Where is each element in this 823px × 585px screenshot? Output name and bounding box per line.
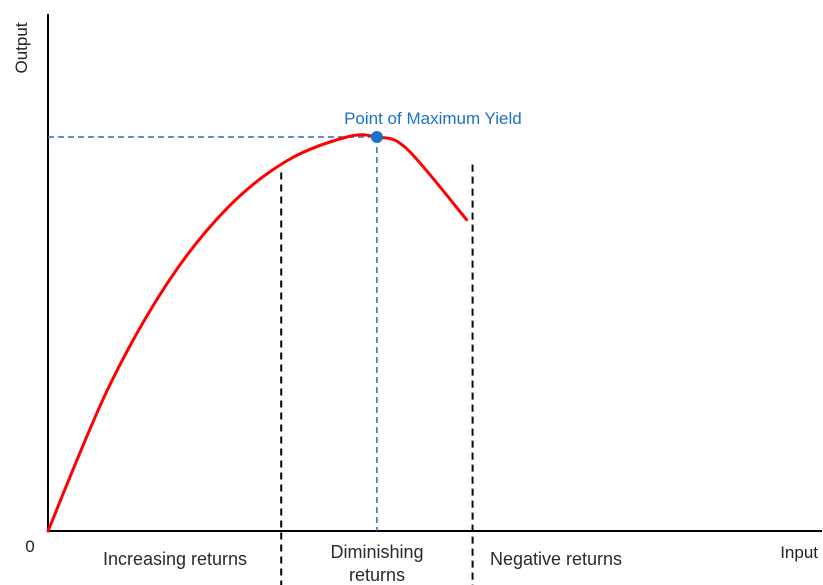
- region-label-negative: Negative returns: [490, 549, 622, 569]
- origin-label: 0: [25, 537, 34, 556]
- max-yield-label: Point of Maximum Yield: [344, 109, 522, 128]
- max-yield-point: [370, 131, 383, 143]
- region-label-increasing: Increasing returns: [103, 549, 247, 569]
- production-curve: [46, 133, 469, 533]
- region-label-diminishing: Diminishing: [330, 542, 423, 562]
- y-axis-label: Output: [12, 22, 31, 73]
- region-label-diminishing-line2: returns: [349, 565, 405, 585]
- x-axis-label: Input: [780, 543, 818, 562]
